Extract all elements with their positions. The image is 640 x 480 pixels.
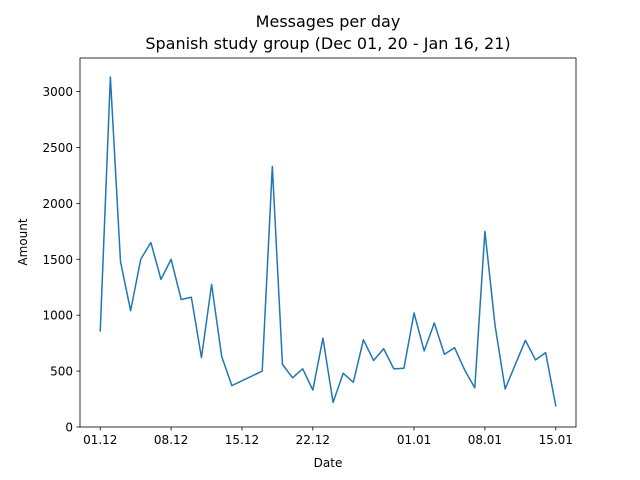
y-tick-label: 2500 (42, 141, 73, 155)
y-tick-label: 1500 (42, 253, 73, 267)
x-tick-label: 15.12 (225, 433, 259, 447)
x-tick-label: 08.12 (154, 433, 188, 447)
x-tick-label: 01.12 (83, 433, 117, 447)
y-axis-label: Amount (16, 218, 30, 265)
chart-subtitle: Spanish study group (Dec 01, 20 - Jan 16… (145, 34, 510, 53)
y-tick-label: 2000 (42, 197, 73, 211)
y-tick-label: 1000 (42, 309, 73, 323)
x-axis-label: Date (314, 456, 343, 470)
axes-frame (79, 57, 577, 428)
x-tick-label: 01.01 (397, 433, 431, 447)
y-tick-label: 0 (65, 421, 73, 435)
x-tick-label: 22.12 (296, 433, 330, 447)
plot-area: 0 500 1000 1500 2000 2500 3000 01.12 08.12 15.12 2… (42, 57, 577, 447)
y-tick-label: 3000 (42, 85, 73, 99)
y-tick-label: 500 (50, 365, 73, 379)
x-tick-label: 15.01 (539, 433, 573, 447)
chart-title: Messages per day (256, 12, 401, 31)
series-line (99, 76, 557, 407)
x-tick-label: 08.01 (468, 433, 502, 447)
